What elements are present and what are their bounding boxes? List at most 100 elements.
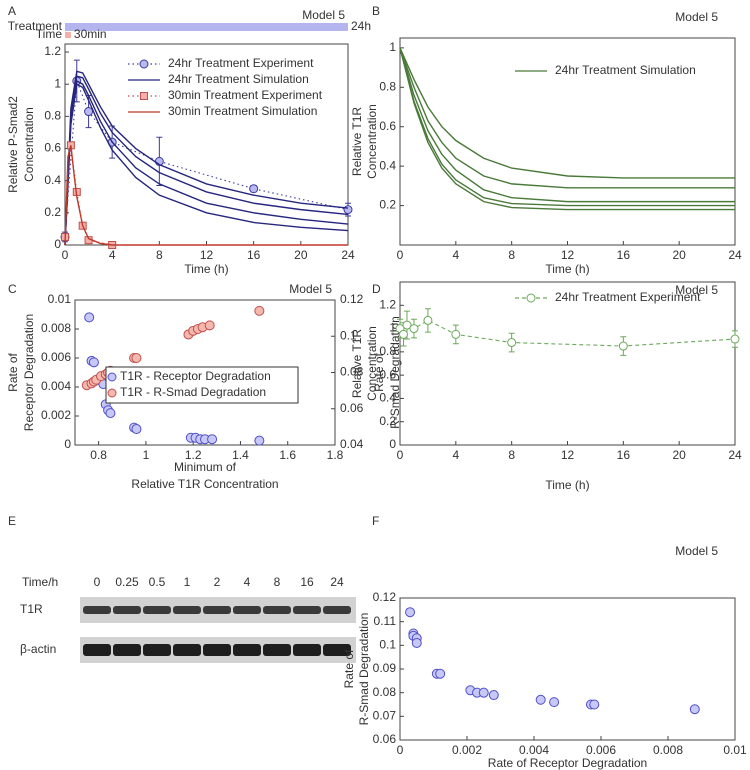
x-tick-label: 20 <box>294 248 308 262</box>
marker <box>435 668 446 679</box>
marker <box>254 305 265 316</box>
x-tick-label: 0.01 <box>723 743 747 757</box>
blot-band <box>323 644 351 656</box>
y-tick-label: 0.01 <box>48 292 72 306</box>
marker <box>730 334 740 344</box>
marker <box>409 324 419 334</box>
marker <box>88 357 99 368</box>
legend-label: 24hr Treatment Simulation <box>168 72 309 86</box>
y-label: Receptor Degradation <box>22 314 36 431</box>
legend-marker <box>107 388 117 398</box>
marker <box>589 699 600 710</box>
blot-band <box>293 606 321 614</box>
y-tick-label: 0.11 <box>374 614 397 628</box>
y-tick-label: 0.8 <box>44 109 61 123</box>
x-tick-label: 8 <box>508 248 515 262</box>
x-tick-label: 16 <box>617 248 631 262</box>
panel-title: Model 5 <box>675 544 718 558</box>
blot-band <box>263 644 291 656</box>
bar-end-label: 24h <box>351 19 371 33</box>
legend-label: 30min Treatment Simulation <box>168 104 317 118</box>
y-label: Relative P-Smad2 <box>6 96 20 193</box>
lane-label: 0.25 <box>115 575 139 589</box>
legend-marker <box>139 59 149 69</box>
y-label: Rate of <box>6 352 20 391</box>
marker <box>207 434 218 445</box>
y-tick-label: 0.002 <box>41 408 71 422</box>
legend-label: 24hr Treatment Experiment <box>555 290 701 304</box>
legend-label: T1R - R-Smad Degradation <box>120 385 266 399</box>
y-label: Relative T1R <box>350 107 364 176</box>
x-tick-label: 4 <box>109 248 116 262</box>
bar-end-label: 30min <box>74 27 107 41</box>
y2-tick-label: 0.06 <box>340 401 364 415</box>
data-line <box>399 47 735 179</box>
row-label: T1R <box>20 602 43 616</box>
x-tick-label: 0 <box>397 448 404 462</box>
marker <box>488 690 499 701</box>
x-label: Minimum of <box>174 460 237 474</box>
panel-title: Model 5 <box>289 282 332 296</box>
plot-frame <box>399 281 736 446</box>
x-tick-label: 0.008 <box>653 743 683 757</box>
marker <box>254 435 265 446</box>
y-tick-label: 0.6 <box>379 119 396 133</box>
data-line <box>399 47 735 211</box>
y-tick-label: 1 <box>389 321 396 335</box>
y-label: Concentration <box>365 326 379 401</box>
blot-band <box>83 606 111 614</box>
x-tick-label: 12 <box>561 448 575 462</box>
panel-label: C <box>8 282 17 296</box>
treatment-bar <box>65 32 71 38</box>
y-tick-label: 0.8 <box>379 344 396 358</box>
y2-tick-label: 0.08 <box>340 365 364 379</box>
y-tick-label: 1 <box>54 76 61 90</box>
y-tick-label: 0.1 <box>379 638 396 652</box>
blot-band <box>173 606 201 614</box>
x-tick-label: 4 <box>452 448 459 462</box>
lane-label: 2 <box>214 575 221 589</box>
blot-time-label: Time/h <box>22 575 58 589</box>
marker <box>398 329 408 339</box>
data-line <box>399 319 736 347</box>
y-tick-label: 0.09 <box>373 661 397 675</box>
marker <box>411 637 422 648</box>
y-tick-label: 0.4 <box>379 391 396 405</box>
panel-label: B <box>372 4 380 18</box>
x-tick-label: 1 <box>143 448 150 462</box>
lane-label: 1 <box>184 575 191 589</box>
blot-band <box>233 606 261 614</box>
marker <box>204 320 215 331</box>
x-tick-label: 0 <box>397 743 404 757</box>
lane-label: 8 <box>274 575 281 589</box>
x-tick-label: 24 <box>341 248 355 262</box>
x-tick-label: 24 <box>728 448 742 462</box>
y-tick-label: 0.008 <box>41 321 71 335</box>
y-tick-label: 0.4 <box>44 173 61 187</box>
x-label: Time (h) <box>545 262 589 276</box>
x-tick-label: 0.002 <box>452 743 482 757</box>
marker <box>131 353 142 363</box>
marker <box>84 107 94 117</box>
y-tick-label: 0.8 <box>379 79 396 93</box>
plot-frame <box>399 597 736 741</box>
y-tick-label: 0.2 <box>379 414 396 428</box>
x-tick-label: 1.4 <box>232 448 249 462</box>
x-tick-label: 4 <box>452 248 459 262</box>
marker <box>618 341 628 351</box>
x-tick-label: 8 <box>508 448 515 462</box>
y-label: Concentration <box>22 107 36 182</box>
x-tick-label: 0.8 <box>90 448 107 462</box>
blot-band <box>203 644 231 656</box>
marker <box>507 338 517 348</box>
lane-label: 0 <box>94 575 101 589</box>
y-label: Rate of <box>342 649 356 688</box>
lane-label: 24 <box>330 575 344 589</box>
x-label: Rate of Receptor Degradation <box>488 756 647 770</box>
x-tick-label: 20 <box>672 448 686 462</box>
x-tick-label: 24 <box>728 248 742 262</box>
legend-label: 24hr Treatment Simulation <box>555 63 696 77</box>
blot-band <box>83 644 111 656</box>
x-tick-label: 0 <box>62 248 69 262</box>
